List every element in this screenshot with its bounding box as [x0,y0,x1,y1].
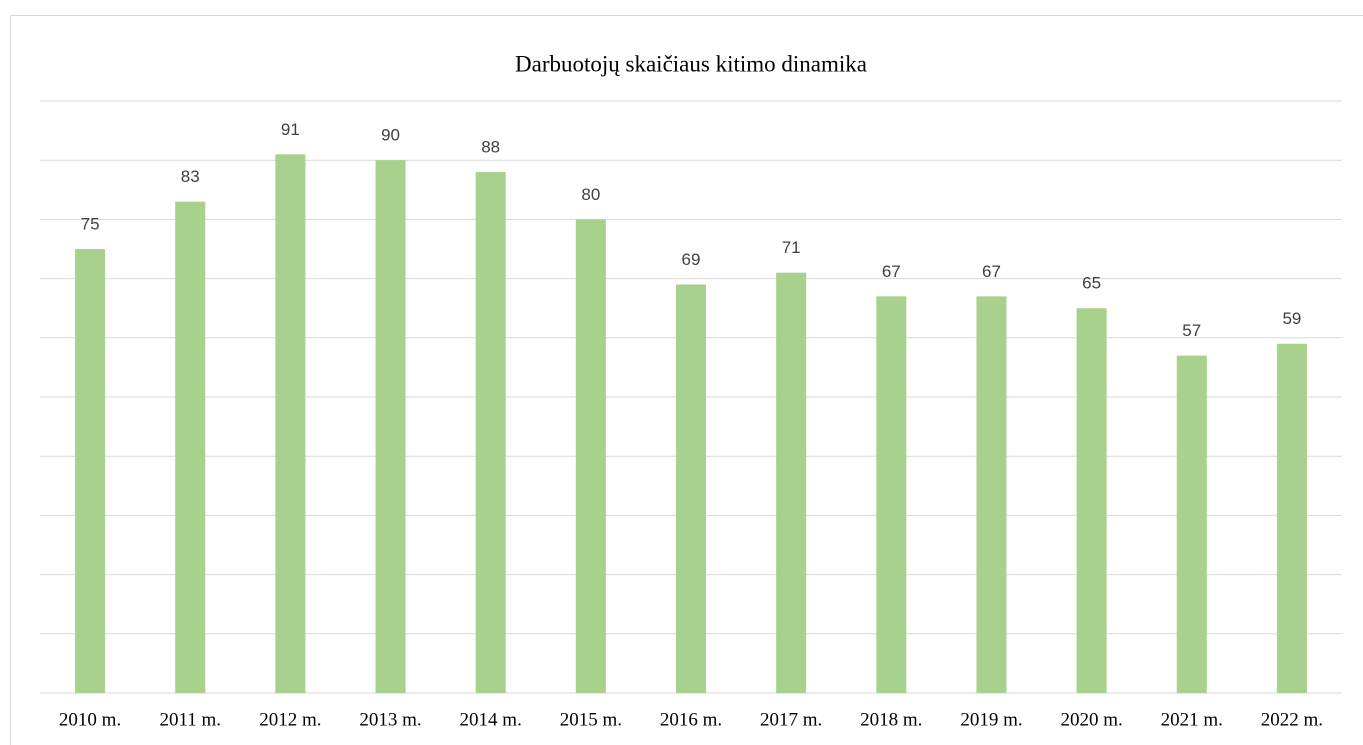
bar [475,172,506,694]
bar [75,249,106,693]
x-tick-label: 2012 m. [259,709,321,730]
bar [675,284,707,693]
x-tick-label: 2019 m. [960,709,1022,730]
data-label: 59 [1282,309,1301,328]
x-tick-label: 2010 m. [59,709,121,730]
x-tick-label: 2016 m. [660,709,722,730]
data-label: 80 [581,185,600,204]
bar [776,272,807,693]
x-tick-label: 2021 m. [1161,709,1223,730]
data-label: 91 [281,120,300,139]
data-label: 69 [682,250,701,269]
bar [1076,308,1107,693]
data-label: 67 [982,262,1001,281]
bar [1276,343,1307,693]
bar [175,201,206,693]
data-label: 75 [81,214,100,233]
x-tick-label: 2020 m. [1060,709,1122,730]
bar [375,160,406,693]
x-tick-label: 2013 m. [359,709,421,730]
bar [575,219,606,693]
data-label: 83 [181,167,200,186]
x-tick-label: 2011 m. [159,709,221,730]
x-tick-label: 2017 m. [760,709,822,730]
bar [976,296,1007,693]
chart-title: Darbuotojų skaičiaus kitimo dinamika [515,51,867,76]
x-tick-label: 2015 m. [560,709,622,730]
data-label: 67 [882,262,901,281]
data-label: 90 [381,126,400,145]
x-tick-label: 2018 m. [860,709,922,730]
data-label: 71 [782,238,801,257]
x-tick-label: 2014 m. [460,709,522,730]
bar [1176,355,1207,693]
data-label: 88 [481,138,500,157]
x-tick-label: 2022 m. [1261,709,1323,730]
data-label: 57 [1182,321,1201,340]
data-label: 65 [1082,274,1101,293]
bar [275,154,306,693]
bar [876,296,907,693]
